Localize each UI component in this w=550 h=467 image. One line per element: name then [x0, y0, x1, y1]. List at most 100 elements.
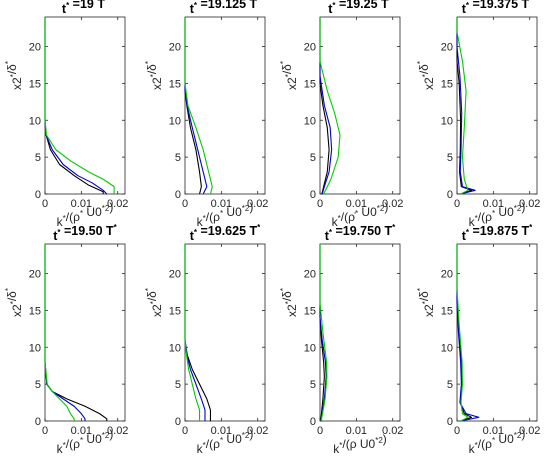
y-tick-label: 10 [29, 342, 41, 354]
y-tick-label: 10 [169, 115, 181, 127]
panel-title: t* =19.875 T* [462, 223, 533, 243]
chart-panel-5: 0 0.01 0.02 0 5 10 15 20 t* =19.50 T* k*/(ρ* U0*2… [4, 223, 128, 456]
plot-area [184, 243, 266, 422]
y-axis-label: x2*/δ* [416, 288, 436, 317]
x-axis-label: k*/(ρ U0*2) [333, 432, 387, 456]
x-tick-label: 0.01 [346, 198, 367, 210]
y-tick-label: 15 [304, 305, 316, 317]
plot-area [456, 243, 538, 422]
plot-area [184, 16, 266, 195]
x-tick-label: 0.01 [211, 425, 232, 437]
y-tick-label: 5 [447, 152, 453, 164]
y-axis-label: x2*/δ* [144, 61, 164, 90]
x-tick-label: 0 [454, 425, 460, 437]
x-axis-label: k*/(ρ* U0*2) [57, 427, 114, 456]
y-tick-label: 0 [447, 189, 453, 201]
x-tick-label: 0.02 [107, 425, 128, 437]
y-tick-label: 10 [304, 342, 316, 354]
panel-title: t* =19.125 T* [190, 0, 261, 16]
y-tick-label: 5 [310, 152, 316, 164]
x-tick-label: 0.02 [519, 198, 540, 210]
y-tick-label: 5 [35, 379, 41, 391]
y-tick-label: 20 [304, 269, 316, 281]
series-line-3 [319, 17, 341, 195]
series-line-3 [184, 17, 213, 195]
y-axis-label: x2*/δ* [4, 61, 24, 90]
panel-title: t* =19.50 T* [53, 223, 117, 243]
x-tick-label: 0.01 [483, 198, 504, 210]
y-tick-label: 20 [441, 42, 453, 54]
x-tick-label: 0 [454, 198, 460, 210]
plot-area [44, 243, 126, 422]
y-tick-label: 0 [447, 416, 453, 428]
y-axis-label: x2*/δ* [279, 61, 299, 90]
y-tick-label: 20 [169, 269, 181, 281]
y-tick-label: 5 [175, 152, 181, 164]
y-tick-label: 0 [310, 416, 316, 428]
y-tick-label: 20 [441, 269, 453, 281]
series-line-1 [319, 17, 330, 195]
y-tick-label: 15 [29, 305, 41, 317]
chart-panel-1: 0 0.01 0.02 0 5 10 15 20 t* =19 T* k*/(ρ* U0*2) x2… [4, 0, 128, 229]
panel-title: t* =19.750 T* [325, 223, 396, 243]
y-axis-label: x2*/δ* [416, 61, 436, 90]
y-tick-label: 5 [447, 379, 453, 391]
chart-panel-6: 0 0.01 0.02 0 5 10 15 20 t* =19.625 T* k*/(ρ* U0*… [144, 223, 268, 456]
panel-title: t* =19.375 T* [462, 0, 533, 16]
y-tick-label: 15 [441, 305, 453, 317]
x-tick-label: 0.01 [483, 425, 504, 437]
series-line-2 [456, 244, 480, 422]
y-tick-label: 15 [29, 78, 41, 90]
y-tick-label: 15 [304, 78, 316, 90]
x-axis-label: k*/(ρ* U0*2) [197, 200, 254, 229]
y-tick-label: 20 [169, 42, 181, 54]
y-axis-label: x2*/δ* [144, 288, 164, 317]
series-line-3 [184, 244, 201, 421]
y-axis-label: x2*/δ* [4, 288, 24, 317]
y-tick-label: 20 [29, 269, 41, 281]
y-tick-label: 10 [441, 342, 453, 354]
plot-area [456, 16, 538, 195]
x-axis-label: k*/(ρ* U0*2) [469, 427, 526, 456]
y-tick-label: 0 [35, 189, 41, 201]
y-tick-label: 0 [310, 189, 316, 201]
series-line-3 [44, 244, 75, 421]
y-tick-label: 10 [29, 115, 41, 127]
y-tick-label: 5 [35, 152, 41, 164]
x-tick-label: 0.02 [247, 425, 268, 437]
y-tick-label: 5 [175, 379, 181, 391]
series-line-2 [456, 17, 476, 195]
x-tick-label: 0 [182, 425, 188, 437]
series-line-3 [319, 244, 328, 422]
x-tick-label: 0.01 [71, 425, 92, 437]
plot-area [319, 16, 401, 195]
x-tick-label: 0.02 [519, 425, 540, 437]
x-axis-label: k*/(ρ* U0*2) [469, 200, 526, 229]
series-line-3 [456, 17, 469, 195]
chart-panel-8: 0 0.01 0.02 0 5 10 15 20 t* =19.875 T* k*/(ρ* U0*… [416, 223, 540, 456]
y-tick-label: 0 [175, 416, 181, 428]
x-axis-label: k*/(ρ̇* U0*2) [332, 200, 389, 229]
y-tick-label: 5 [310, 379, 316, 391]
y-tick-label: 15 [169, 78, 181, 90]
plot-area [44, 16, 126, 195]
x-tick-label: 0 [317, 425, 323, 437]
series-line-3 [456, 244, 469, 422]
y-tick-label: 20 [29, 42, 41, 54]
chart-panel-3: 0 0.01 0.02 0 5 10 15 20 t* =19.25 T* k*/(ρ̇* U0*… [279, 0, 403, 229]
x-tick-label: 0.01 [71, 198, 92, 210]
plot-area [319, 243, 401, 422]
y-axis-label: x2*/δ* [279, 288, 299, 317]
y-tick-label: 15 [169, 305, 181, 317]
x-tick-label: 0.02 [247, 198, 268, 210]
x-tick-label: 0.01 [346, 425, 367, 437]
y-tick-label: 10 [304, 115, 316, 127]
x-tick-label: 0.02 [382, 198, 403, 210]
y-tick-label: 10 [169, 342, 181, 354]
x-tick-label: 0 [42, 198, 48, 210]
x-tick-label: 0.02 [382, 425, 403, 437]
series-line-2 [184, 17, 208, 195]
x-tick-label: 0 [182, 198, 188, 210]
panel-title: t* =19.25 T* [328, 0, 392, 16]
